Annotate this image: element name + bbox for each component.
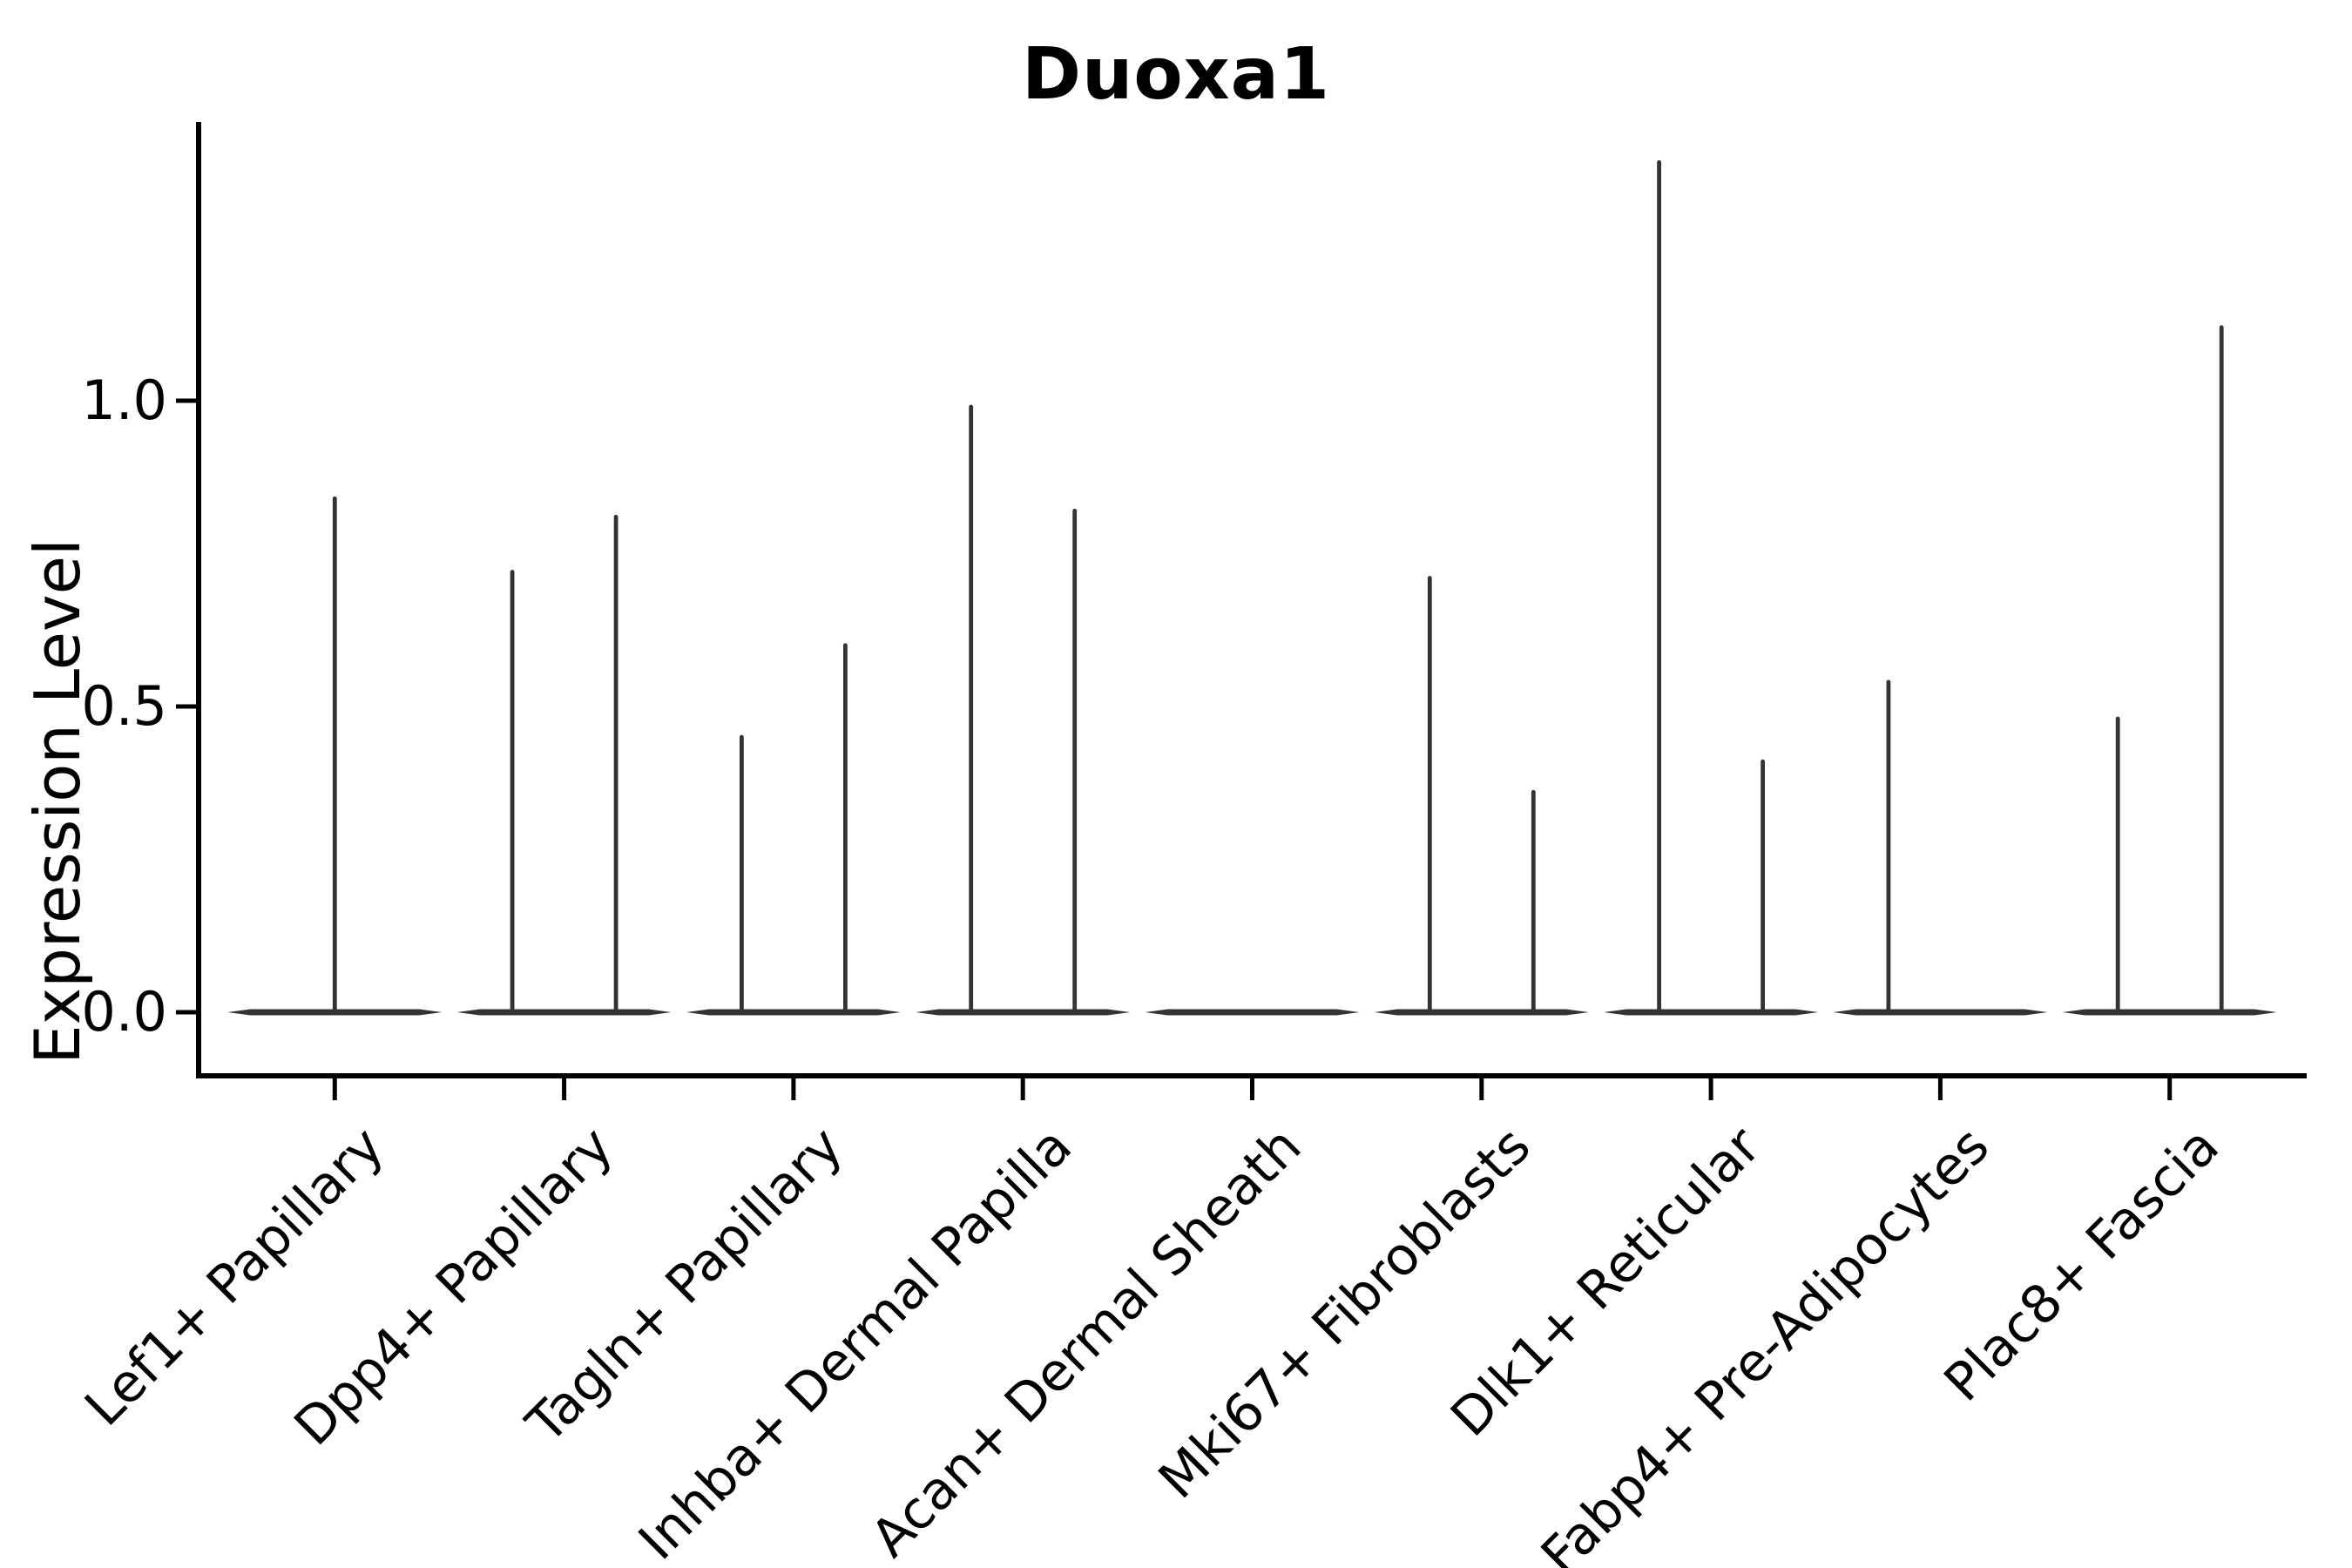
violin-baseline (916, 1009, 1131, 1016)
chart-title: Duoxa1 (1021, 33, 1331, 116)
violin-baseline (1604, 1009, 1819, 1016)
y-tick-label: 1.0 (81, 368, 167, 432)
violin-baseline (1145, 1009, 1360, 1016)
violin-baseline (1374, 1009, 1589, 1016)
violin-baseline (686, 1009, 901, 1016)
violin-baseline (1833, 1009, 2048, 1016)
y-tick-label: 0.0 (81, 980, 167, 1044)
violin-baseline (2062, 1009, 2277, 1016)
violin-baseline (456, 1009, 672, 1016)
y-tick-label: 0.5 (81, 674, 167, 738)
